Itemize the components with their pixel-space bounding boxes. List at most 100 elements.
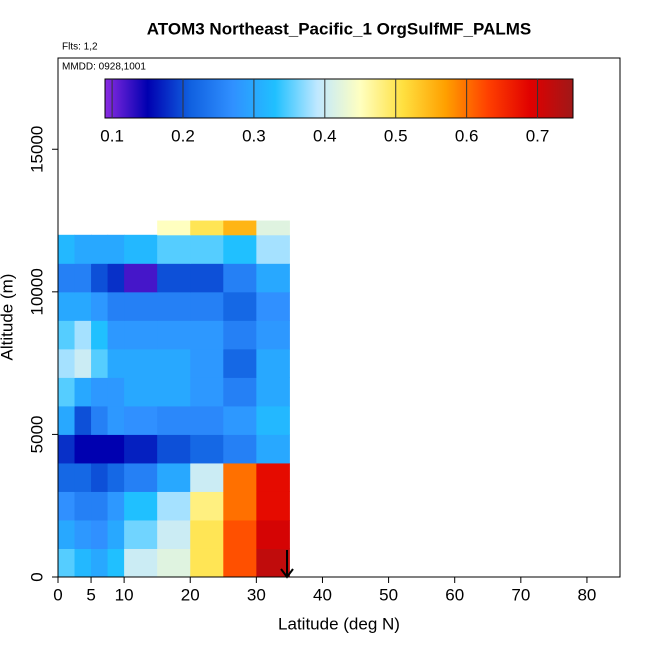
y-tick-label: 0 bbox=[27, 572, 46, 581]
heatmap-cell bbox=[157, 291, 191, 321]
heatmap-cell bbox=[107, 291, 125, 321]
heatmap-cell bbox=[223, 548, 257, 578]
y-tick-label: 15000 bbox=[27, 126, 46, 173]
heatmap-cell bbox=[74, 434, 92, 464]
y-axis-label: Altitude (m) bbox=[0, 274, 16, 361]
heatmap-cell bbox=[74, 263, 92, 293]
heatmap-cell bbox=[58, 519, 76, 549]
x-tick-label: 0 bbox=[53, 585, 62, 604]
heatmap-cell bbox=[157, 462, 191, 492]
heatmap-cell bbox=[58, 320, 76, 350]
heatmap-cell bbox=[107, 548, 125, 578]
colorbar-tick-label: 0.5 bbox=[384, 126, 408, 145]
heatmap-cell bbox=[190, 405, 224, 435]
heatmap-cell bbox=[157, 220, 191, 236]
heatmap-cell bbox=[91, 234, 109, 264]
heatmap-cell bbox=[107, 234, 125, 264]
heatmap-cell bbox=[223, 320, 257, 350]
heatmap-cell bbox=[157, 377, 191, 407]
colorbar-tick-label: 0.1 bbox=[100, 126, 124, 145]
heatmap-cell bbox=[58, 348, 76, 378]
heatmap-cell bbox=[256, 320, 290, 350]
heatmap-cell bbox=[157, 320, 191, 350]
heatmap-cell bbox=[223, 405, 257, 435]
x-tick-label: 30 bbox=[247, 585, 266, 604]
heatmap-cell bbox=[74, 405, 92, 435]
heatmap-cell bbox=[124, 263, 158, 293]
heatmap-cell bbox=[124, 348, 158, 378]
heatmap-cell bbox=[91, 548, 109, 578]
heatmap-cell bbox=[58, 263, 76, 293]
heatmap-cell bbox=[74, 320, 92, 350]
heatmap-cell bbox=[58, 405, 76, 435]
heatmap-cell bbox=[157, 348, 191, 378]
x-tick-label: 20 bbox=[181, 585, 200, 604]
chart-title: ATOM3 Northeast_Pacific_1 OrgSulfMF_PALM… bbox=[147, 19, 531, 38]
heatmap-cell bbox=[157, 434, 191, 464]
colorbar-tick-label: 0.7 bbox=[526, 126, 550, 145]
heatmap-cell bbox=[58, 434, 76, 464]
heatmap-cell bbox=[124, 491, 158, 521]
heatmap-cell bbox=[74, 519, 92, 549]
heatmap-cell bbox=[256, 491, 290, 521]
heatmap-cell bbox=[91, 405, 109, 435]
heatmap-cell bbox=[223, 491, 257, 521]
heatmap-cell bbox=[157, 263, 191, 293]
heatmap-cell bbox=[190, 220, 224, 236]
heatmap-cell bbox=[91, 348, 109, 378]
heatmap-cell bbox=[223, 462, 257, 492]
heatmap-cell bbox=[190, 519, 224, 549]
x-tick-label: 70 bbox=[511, 585, 530, 604]
y-tick-label: 10000 bbox=[27, 268, 46, 315]
x-tick-label: 50 bbox=[379, 585, 398, 604]
heatmap-cell bbox=[74, 462, 92, 492]
heatmap-cell bbox=[223, 377, 257, 407]
heatmap-cell bbox=[107, 462, 125, 492]
heatmap-cell bbox=[190, 462, 224, 492]
heatmap-cell bbox=[256, 291, 290, 321]
heatmap-cell bbox=[74, 348, 92, 378]
x-tick-label: 80 bbox=[577, 585, 596, 604]
heatmap-cell bbox=[107, 263, 125, 293]
heatmap-cell bbox=[157, 234, 191, 264]
heatmap-cell bbox=[91, 377, 109, 407]
heatmap-cell bbox=[124, 405, 158, 435]
colorbar-tick-label: 0.2 bbox=[171, 126, 195, 145]
heatmap-cell bbox=[190, 434, 224, 464]
heatmap-cell bbox=[124, 519, 158, 549]
y-tick-label: 5000 bbox=[27, 416, 46, 454]
heatmap-cell bbox=[91, 434, 109, 464]
heatmap-cell bbox=[124, 434, 158, 464]
heatmap-cell bbox=[223, 519, 257, 549]
heatmap-cell bbox=[256, 462, 290, 492]
heatmap-cell bbox=[256, 519, 290, 549]
heatmap-cell bbox=[58, 462, 76, 492]
x-axis-label: Latitude (deg N) bbox=[278, 614, 400, 633]
x-tick-label: 40 bbox=[313, 585, 332, 604]
heatmap-cell bbox=[107, 320, 125, 350]
heatmap-cell bbox=[74, 491, 92, 521]
colorbar-tick-label: 0.6 bbox=[455, 126, 479, 145]
heatmap-cell bbox=[190, 234, 224, 264]
heatmap-cell bbox=[91, 491, 109, 521]
heatmap-cell bbox=[58, 491, 76, 521]
heatmap-cell bbox=[256, 434, 290, 464]
x-tick-label: 5 bbox=[86, 585, 95, 604]
heatmap-cell bbox=[91, 320, 109, 350]
heatmap-cell bbox=[74, 377, 92, 407]
heatmap-cell bbox=[223, 434, 257, 464]
heatmap-cell bbox=[74, 548, 92, 578]
heatmap-cell bbox=[157, 548, 191, 578]
heatmap-cell bbox=[58, 291, 76, 321]
colorbar-tick-label: 0.3 bbox=[242, 126, 266, 145]
heatmap-cell bbox=[124, 291, 158, 321]
heatmap-cell bbox=[256, 405, 290, 435]
heatmap-cell bbox=[190, 263, 224, 293]
heatmap-cell bbox=[124, 320, 158, 350]
heatmap-cell bbox=[58, 377, 76, 407]
heatmap-cell bbox=[256, 377, 290, 407]
heatmap-cell bbox=[107, 405, 125, 435]
x-tick-label: 10 bbox=[115, 585, 134, 604]
heatmap-cell bbox=[107, 434, 125, 464]
